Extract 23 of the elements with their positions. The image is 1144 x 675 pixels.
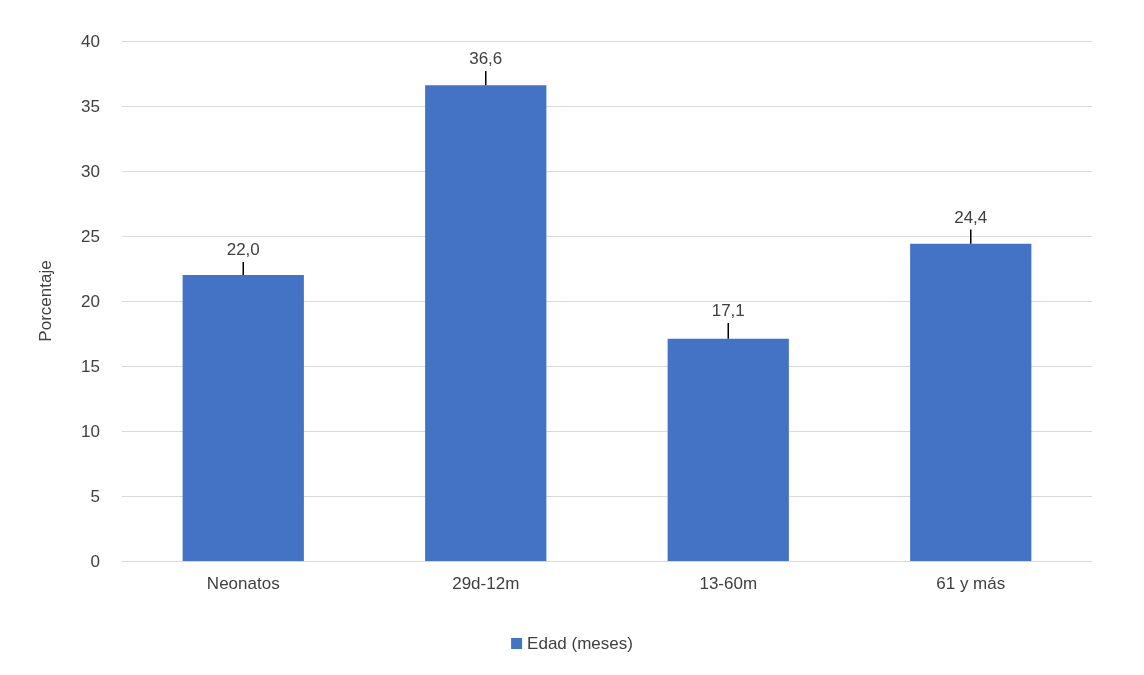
y-tick-label: 0 [90,551,100,571]
bar [910,243,1032,561]
y-tick-label: 40 [81,31,100,51]
legend-label: Edad (meses) [527,634,633,653]
y-tick-label: 30 [81,161,100,181]
data-label: 24,4 [954,207,988,227]
data-label: 17,1 [711,301,745,321]
x-tick-label: 13-60m [699,574,758,593]
y-tick-label: 15 [81,356,100,376]
x-tick-label: 29d-12m [452,574,520,593]
bar [182,275,304,561]
y-tick-label: 10 [81,421,100,441]
bar [425,85,547,561]
y-tick-label: 35 [81,96,100,116]
y-tick-label: 20 [81,291,100,311]
bar [667,338,789,561]
data-label: 36,6 [469,48,503,68]
y-tick-label: 5 [90,486,100,506]
x-tick-label: Neonatos [206,574,280,593]
y-axis-title: Porcentaje [36,260,55,342]
y-tick-label: 25 [81,226,100,246]
data-label: 22,0 [226,240,260,259]
x-tick-label: 61 y más [936,574,1006,593]
